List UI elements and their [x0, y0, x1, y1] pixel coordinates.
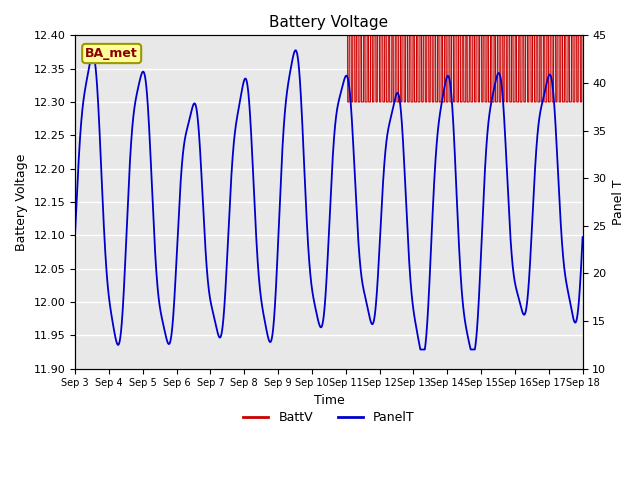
X-axis label: Time: Time: [314, 394, 344, 407]
Y-axis label: Panel T: Panel T: [612, 179, 625, 225]
Title: Battery Voltage: Battery Voltage: [269, 15, 388, 30]
Legend: BattV, PanelT: BattV, PanelT: [238, 406, 419, 429]
Y-axis label: Battery Voltage: Battery Voltage: [15, 153, 28, 251]
Text: BA_met: BA_met: [85, 47, 138, 60]
